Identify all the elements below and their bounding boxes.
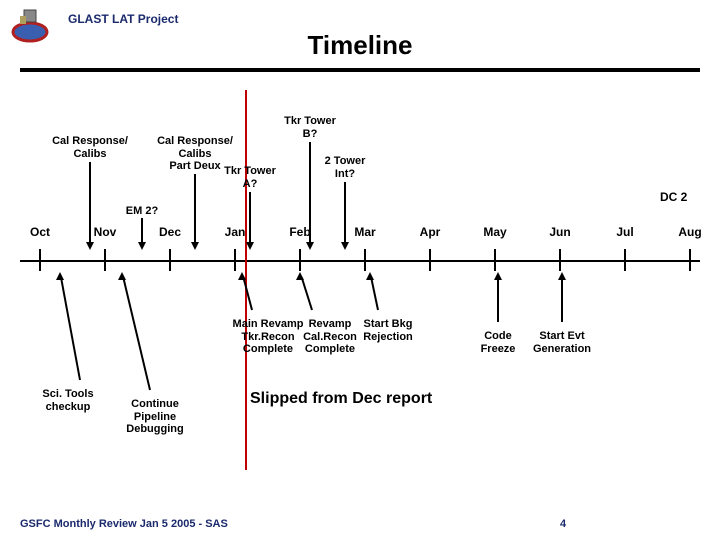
arrow-line <box>89 162 91 244</box>
upper-event-label: Cal Response/ Calibs Part Deux <box>157 135 233 173</box>
arrow-head-icon <box>296 272 304 280</box>
lower-event-label: Start Bkg Rejection <box>363 318 413 343</box>
upper-event-label: 2 Tower Int? <box>325 155 366 180</box>
arrow-head-icon <box>118 272 126 280</box>
month-label: Jun <box>549 225 570 239</box>
timeline-axis <box>20 260 700 262</box>
arrow-head-icon <box>341 242 349 250</box>
arrow-line <box>497 278 499 322</box>
arrow-line <box>60 278 81 380</box>
month-label: Aug <box>678 225 701 239</box>
lower-event-label: Code Freeze <box>481 330 516 355</box>
upper-event-label: Cal Response/ Calibs <box>52 135 128 160</box>
arrow-line <box>249 192 251 244</box>
arrow-head-icon <box>238 272 246 280</box>
footer-left: GSFC Monthly Review Jan 5 2005 - SAS <box>20 518 228 530</box>
upper-event-label: Tkr Tower A? <box>224 165 276 190</box>
month-tick <box>364 249 366 271</box>
arrow-line <box>194 174 196 244</box>
project-name: GLAST LAT Project <box>68 12 178 26</box>
arrow-head-icon <box>494 272 502 280</box>
arrow-head-icon <box>191 242 199 250</box>
month-tick <box>689 249 691 271</box>
lower-event-label: Continue Pipeline Debugging <box>126 398 183 436</box>
month-tick <box>169 249 171 271</box>
arrow-line <box>370 278 379 311</box>
arrow-head-icon <box>366 272 374 280</box>
slipped-note: Slipped from Dec report <box>250 390 432 408</box>
month-label: Jul <box>616 225 633 239</box>
month-tick <box>624 249 626 271</box>
page-title: Timeline <box>0 30 720 61</box>
month-label: Feb <box>289 225 310 239</box>
lower-event-label: Revamp Cal.Recon Complete <box>303 318 357 356</box>
upper-event-label: Tkr Tower B? <box>284 115 336 140</box>
month-tick <box>299 249 301 271</box>
upper-event-label: EM 2? <box>126 205 158 218</box>
month-label: Nov <box>94 225 117 239</box>
month-tick <box>104 249 106 271</box>
arrow-head-icon <box>306 242 314 250</box>
lower-event-label: Sci. Tools checkup <box>42 388 93 413</box>
month-label: Oct <box>30 225 50 239</box>
arrow-line <box>309 142 311 244</box>
arrow-line <box>122 278 151 391</box>
lower-event-label: Main Revamp Tkr.Recon Complete <box>233 318 304 356</box>
arrow-head-icon <box>138 242 146 250</box>
month-tick <box>429 249 431 271</box>
month-tick <box>39 249 41 271</box>
month-tick <box>494 249 496 271</box>
month-tick <box>559 249 561 271</box>
month-label: Mar <box>354 225 375 239</box>
footer-page: 4 <box>560 518 566 530</box>
month-label: Dec <box>159 225 181 239</box>
month-label: May <box>483 225 506 239</box>
arrow-line <box>301 277 313 310</box>
arrow-head-icon <box>558 272 566 280</box>
arrow-head-icon <box>56 272 64 280</box>
dc2-label: DC 2 <box>660 190 687 204</box>
arrow-line <box>561 278 563 322</box>
month-label: Apr <box>420 225 441 239</box>
arrow-head-icon <box>86 242 94 250</box>
arrow-line <box>141 218 143 244</box>
month-tick <box>234 249 236 271</box>
month-label: Jan <box>225 225 246 239</box>
title-rule <box>20 68 700 72</box>
lower-event-label: Start Evt Generation <box>533 330 591 355</box>
arrow-line <box>344 182 346 244</box>
arrow-head-icon <box>246 242 254 250</box>
